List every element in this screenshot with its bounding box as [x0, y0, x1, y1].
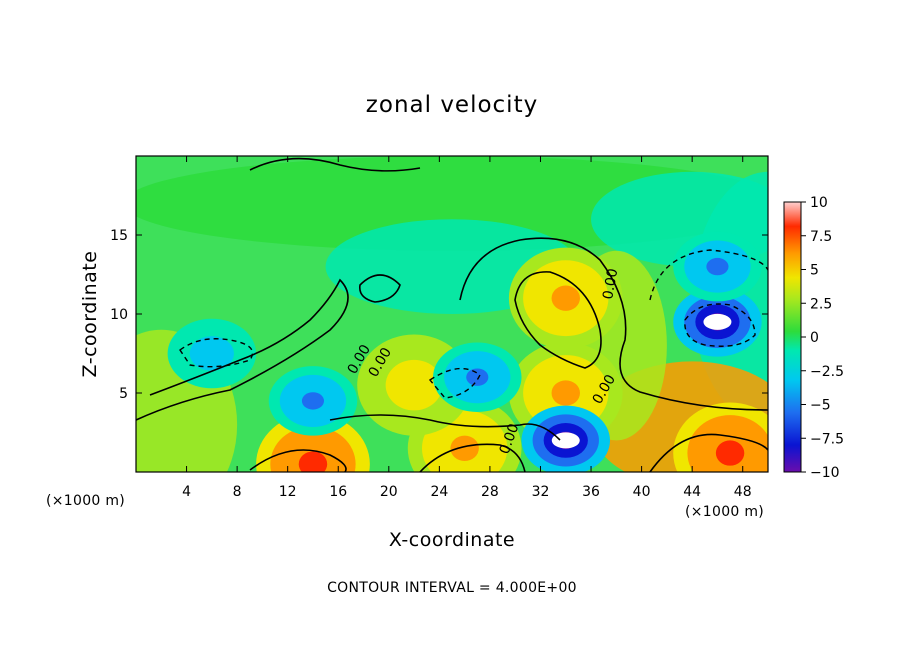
field-blobs	[136, 156, 768, 472]
x-axis-ticks: 4 8 12 16 20 24 28 32 36 40 44 48	[182, 156, 752, 500]
x-tick-label-8: 36	[582, 484, 600, 500]
colorbar: 10 7.5 5 2.5 0 −2.5 −5 −7.5 −10	[783, 195, 844, 481]
x-tick-label-1: 8	[233, 484, 242, 500]
colorbar-tick-label-5: −2.5	[810, 364, 844, 380]
contour-negative-core	[684, 303, 756, 347]
contour-zero-left	[136, 278, 349, 421]
contour-zero-bottom2	[419, 443, 526, 472]
contour-zero-dome	[459, 237, 768, 411]
feature-max-1-ring-3	[298, 451, 328, 472]
contour-negative-mid	[428, 367, 481, 399]
y-tick-label-0: 5	[119, 386, 128, 402]
feature-min-6-core	[703, 313, 732, 330]
contour-zero-bottom	[249, 449, 347, 472]
feature-min-8-ring-3	[301, 392, 325, 410]
contour-dashed	[179, 249, 768, 399]
feature-min-11-ring-3	[200, 344, 223, 363]
x-tick-label-6: 28	[481, 484, 499, 500]
colorbar-tick-label-1: 7.5	[810, 229, 832, 245]
colorbar-tick-label-0: 10	[810, 195, 828, 211]
contour-lines	[136, 157, 768, 472]
y-tick-label-2: 15	[110, 228, 128, 244]
feature-min-10-ring-3	[706, 257, 729, 276]
y-tick-label-1: 10	[110, 307, 128, 323]
contour-zero-right	[649, 433, 768, 472]
colorbar-tick-label-2: 5	[810, 263, 819, 279]
feature-max-2-ring-3	[450, 435, 479, 461]
colorbar-tick-label-3: 2.5	[810, 296, 832, 312]
contour-zero-mid	[329, 414, 561, 441]
feature-max-4-ring-3	[551, 380, 580, 406]
x-axis-label: X-coordinate	[389, 529, 515, 551]
contour-blob-upper	[358, 274, 401, 303]
feature-max-3-ring-3	[715, 440, 745, 466]
x-unit-note-right: (×1000 m)	[685, 504, 764, 520]
y-axis-label: Z-coordinate	[79, 251, 101, 378]
x-tick-label-2: 12	[279, 484, 297, 500]
x-tick-label-9: 40	[633, 484, 651, 500]
colorbar-tick-label-8: −10	[810, 465, 840, 481]
feature-min-7-core	[551, 432, 580, 449]
x-tick-label-0: 4	[182, 484, 191, 500]
x-tick-label-11: 48	[734, 484, 752, 500]
x-tick-label-7: 32	[532, 484, 550, 500]
feature-min-9-ring-3	[466, 368, 489, 386]
colorbar-tick-label-7: −7.5	[810, 431, 844, 447]
x-unit-note-left: (×1000 m)	[46, 493, 125, 509]
contour-interval-note: CONTOUR INTERVAL = 4.000E+00	[327, 580, 577, 596]
y-axis-ticks: 5 10 15	[110, 228, 768, 402]
feature-max-0-ring-3	[551, 285, 580, 311]
contour-zero-top	[249, 157, 421, 172]
colorbar-tick-label-6: −5	[810, 398, 831, 414]
colorbar-tick-label-4: 0	[810, 330, 819, 346]
colorbar-bar	[783, 201, 802, 473]
x-tick-label-3: 16	[329, 484, 347, 500]
contour-negative-right	[649, 249, 768, 301]
x-tick-label-10: 44	[683, 484, 701, 500]
heatmap-field: 0.000.000.000.000.00	[136, 156, 768, 472]
colorbar-ticks: 10 7.5 5 2.5 0 −2.5 −5 −7.5 −10	[801, 195, 844, 481]
x-tick-label-4: 20	[380, 484, 398, 500]
feature-max-5-ring-3	[399, 372, 429, 398]
chart-title: zonal velocity	[366, 92, 538, 118]
contour-label-4: 0.00	[600, 267, 621, 300]
contour-positive-dome	[514, 271, 602, 369]
contour-negative-left	[179, 338, 254, 368]
x-tick-label-5: 24	[430, 484, 448, 500]
